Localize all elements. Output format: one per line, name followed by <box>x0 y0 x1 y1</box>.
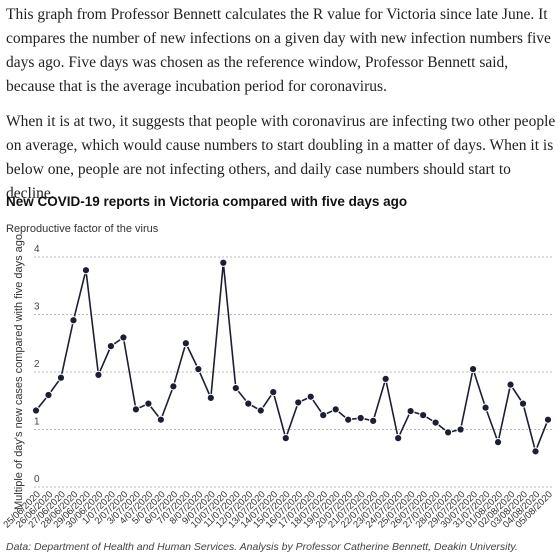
y-tick-label: 0 <box>34 474 40 485</box>
data-point <box>356 413 365 423</box>
paragraph: When it is at two, it suggests that peop… <box>6 113 556 202</box>
data-point <box>81 266 91 275</box>
data-point <box>219 258 228 267</box>
data-point <box>56 373 66 382</box>
data-point <box>144 399 153 408</box>
data-point <box>181 339 190 348</box>
paragraph: This graph from Professor Bennett calcul… <box>6 6 551 95</box>
chart-title: New COVID-19 reports in Victoria compare… <box>6 194 407 209</box>
chart-subtitle: Reproductive factor of the virus <box>6 223 159 235</box>
y-tick-label: 1 <box>34 417 40 428</box>
data-point <box>94 370 103 379</box>
source: Data: Department of Health and Human Ser… <box>6 541 518 553</box>
data-point <box>131 405 141 414</box>
data-point <box>156 415 165 424</box>
y-tick-label: 3 <box>34 302 40 313</box>
data-point <box>294 398 303 407</box>
data-point <box>381 374 390 383</box>
y-tick-label: 2 <box>34 359 40 370</box>
data-point <box>518 399 528 408</box>
data-point <box>281 434 290 443</box>
data-point <box>481 403 490 412</box>
data-point <box>269 388 278 397</box>
data-point <box>456 425 465 434</box>
data-point <box>369 416 378 425</box>
data-point <box>106 342 116 351</box>
data-point <box>394 434 403 443</box>
data-line <box>35 262 549 454</box>
data-point <box>543 415 553 424</box>
data-point <box>256 406 265 415</box>
data-point <box>468 365 478 374</box>
data-point <box>119 333 128 342</box>
data-point <box>344 415 353 424</box>
data-point <box>443 428 453 437</box>
data-point <box>419 411 428 420</box>
data-point <box>169 382 178 391</box>
data-point <box>206 393 215 402</box>
data-point <box>319 411 328 420</box>
data-point <box>506 380 515 389</box>
data-point <box>531 447 540 456</box>
y-tick-label: 4 <box>34 244 40 255</box>
y-axis-label: Multiple of day's new cases compared wit… <box>13 234 25 510</box>
data-point <box>244 399 253 408</box>
data-point <box>69 316 78 325</box>
data-point <box>194 365 203 374</box>
data-point <box>31 406 41 415</box>
data-point <box>331 405 340 414</box>
data-point <box>44 390 53 400</box>
data-point <box>306 392 315 401</box>
data-point <box>406 407 415 416</box>
data-point <box>231 384 240 393</box>
data-point <box>431 418 440 427</box>
data-point <box>493 438 503 447</box>
